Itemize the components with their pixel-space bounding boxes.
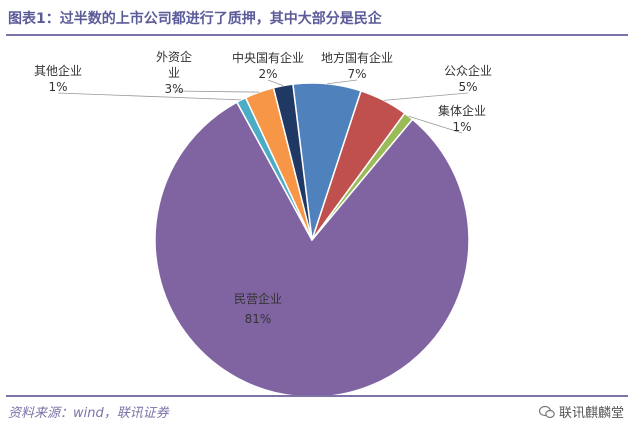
slice-name-label-6: 外资企: [156, 49, 192, 64]
leader-line-7: [267, 79, 284, 87]
chart-title: 图表1：过半数的上市公司都进行了质押，其中大部分是民企: [8, 11, 382, 27]
watermark: 联讯麒麟堂: [538, 402, 624, 421]
slice-name-label-2: 公众企业: [444, 63, 492, 78]
source-note: 资料来源：wind，联讯证券: [8, 406, 169, 421]
slice-value-label-7: 2%: [258, 67, 277, 81]
leader-line-1: [327, 79, 358, 85]
slice-name-label-3: 集体企业: [438, 103, 486, 118]
slice-name-label-7: 中央国有企业: [232, 50, 304, 65]
slice-value-label-4: 81%: [245, 312, 272, 326]
slice-name-label-5: 其他企业: [34, 63, 82, 78]
slice-value-label-2: 5%: [458, 80, 477, 94]
wechat-logo-icon: [538, 405, 555, 418]
top-divider: [6, 34, 628, 36]
leader-line-3: [408, 115, 463, 134]
leader-line-5: [57, 92, 242, 101]
slice-name-label-4: 民营企业: [234, 291, 282, 306]
slice-value-label-1: 7%: [347, 67, 366, 81]
pie-slice-7: [272, 83, 313, 241]
slice-value-label-6: 3%: [164, 82, 183, 96]
leader-line-6: [173, 90, 260, 93]
slice-value-label-5: 1%: [48, 80, 67, 94]
leader-line-2: [383, 92, 469, 101]
watermark-text: 联讯麒麟堂: [558, 406, 624, 421]
slice-name-label-6: 业: [168, 66, 180, 80]
slice-name-label-1: 地方国有企业: [321, 50, 393, 65]
bottom-divider: [6, 395, 628, 397]
slice-value-label-3: 1%: [452, 120, 471, 134]
